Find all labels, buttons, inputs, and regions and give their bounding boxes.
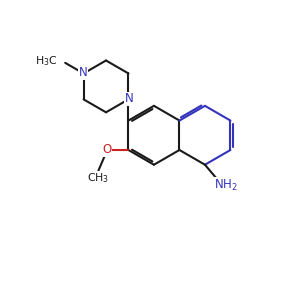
- Text: CH$_3$: CH$_3$: [87, 171, 110, 185]
- Text: N: N: [125, 92, 134, 105]
- Text: O: O: [103, 143, 112, 156]
- Text: H$_3$C: H$_3$C: [34, 55, 57, 68]
- Text: NH$_2$: NH$_2$: [214, 178, 238, 193]
- Text: N: N: [79, 66, 87, 80]
